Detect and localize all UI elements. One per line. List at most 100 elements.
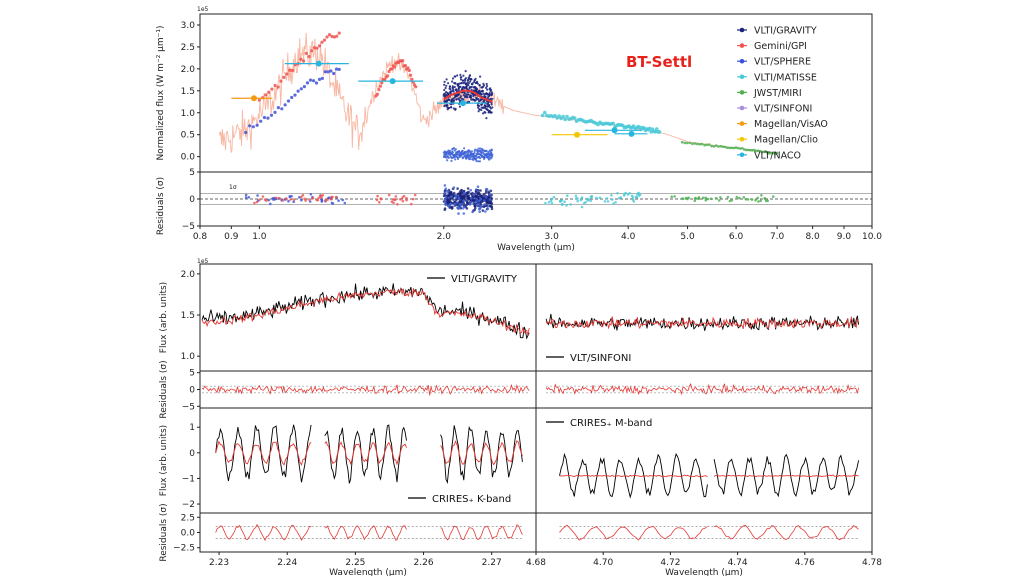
data-point (390, 67, 394, 71)
crires-k-model-line (324, 440, 407, 466)
data-point (300, 198, 303, 202)
data-point (248, 124, 252, 128)
data-point (401, 59, 405, 63)
crires-k-panel (215, 424, 523, 485)
data-point (480, 151, 483, 155)
data-point (452, 198, 455, 201)
data-point (258, 198, 262, 201)
data-point (325, 35, 329, 39)
data-point (443, 80, 446, 83)
y-tick-label: 2.0 (181, 65, 196, 75)
data-point (706, 197, 710, 201)
data-point (742, 196, 746, 199)
data-point (475, 195, 479, 198)
data-point (380, 81, 384, 85)
legend-label: VLT/SPHERE (754, 57, 811, 68)
data-point (754, 199, 757, 202)
data-point (451, 205, 454, 209)
data-point (491, 106, 494, 109)
data-point (463, 191, 467, 195)
data-point (471, 210, 474, 214)
data-point (332, 71, 336, 76)
data-point (582, 202, 586, 205)
legend-marker (739, 136, 745, 142)
data-point (483, 99, 486, 102)
residual-series (253, 193, 338, 205)
data-point (738, 147, 742, 150)
y-axis-label: Residuals (σ) (159, 360, 169, 418)
data-point (730, 199, 734, 202)
data-point (460, 100, 467, 107)
legend-label: VLTI/GRAVITY (754, 26, 817, 37)
data-point (475, 200, 478, 203)
data-point (330, 34, 334, 39)
data-point (719, 144, 722, 148)
y-tick-label: 1.5 (181, 87, 195, 97)
data-point (444, 187, 448, 190)
y-tick-label: 0.0 (181, 153, 196, 163)
y-tick-label: 1.5 (181, 311, 195, 321)
data-point (285, 72, 289, 76)
data-point (461, 79, 465, 82)
data-point (461, 156, 465, 159)
data-point (491, 97, 494, 100)
data-point (296, 89, 300, 93)
data-point (474, 157, 478, 160)
photometry-point (614, 130, 648, 137)
data-point (626, 193, 630, 196)
data-point (450, 103, 453, 106)
data-point (343, 201, 347, 205)
data-point (766, 199, 769, 203)
data-point (410, 77, 414, 81)
series-vlti-gravity (442, 70, 494, 120)
data-point (565, 204, 568, 207)
data-point (402, 194, 406, 198)
data-point (308, 200, 312, 203)
residual-line (324, 525, 407, 541)
data-point (458, 82, 461, 85)
data-point (464, 77, 467, 80)
data-point (547, 201, 551, 204)
data-point (572, 116, 577, 120)
data-point (444, 86, 447, 90)
data-point (485, 149, 488, 152)
data-point (488, 158, 491, 161)
data-point (304, 199, 307, 202)
y-tick-label: −2.5 (173, 544, 195, 554)
data-point (331, 195, 334, 199)
legend-label: VLTI/MATISSE (754, 72, 817, 83)
legend-marker (739, 74, 745, 80)
data-point (456, 74, 459, 77)
data-point (717, 199, 721, 202)
data-point (337, 31, 341, 35)
data-point (697, 196, 700, 200)
data-point (477, 97, 480, 101)
data-point (387, 193, 391, 197)
data-point (490, 193, 493, 197)
data-point (469, 96, 472, 99)
data-point (466, 191, 470, 194)
data-point (565, 114, 569, 119)
legend-label: Gemini/GPI (754, 41, 807, 52)
data-point (738, 196, 741, 200)
legend-label: Magellan/VisAO (754, 119, 828, 130)
legend-marker (739, 58, 745, 64)
data-point (587, 198, 591, 201)
data-point (452, 90, 455, 93)
data-point (469, 188, 473, 192)
data-point (473, 204, 477, 208)
data-point (653, 130, 658, 134)
data-point (710, 144, 713, 148)
data-point (378, 201, 381, 204)
data-point (454, 107, 457, 110)
residual-series (442, 187, 494, 212)
data-point (631, 196, 635, 199)
data-point (753, 148, 756, 152)
data-point (552, 195, 556, 199)
y-tick-label: 2.0 (181, 270, 196, 280)
data-point (682, 197, 685, 201)
data-point (457, 197, 461, 201)
data-point (443, 150, 447, 153)
data-point (392, 65, 397, 69)
data-point (463, 81, 466, 84)
